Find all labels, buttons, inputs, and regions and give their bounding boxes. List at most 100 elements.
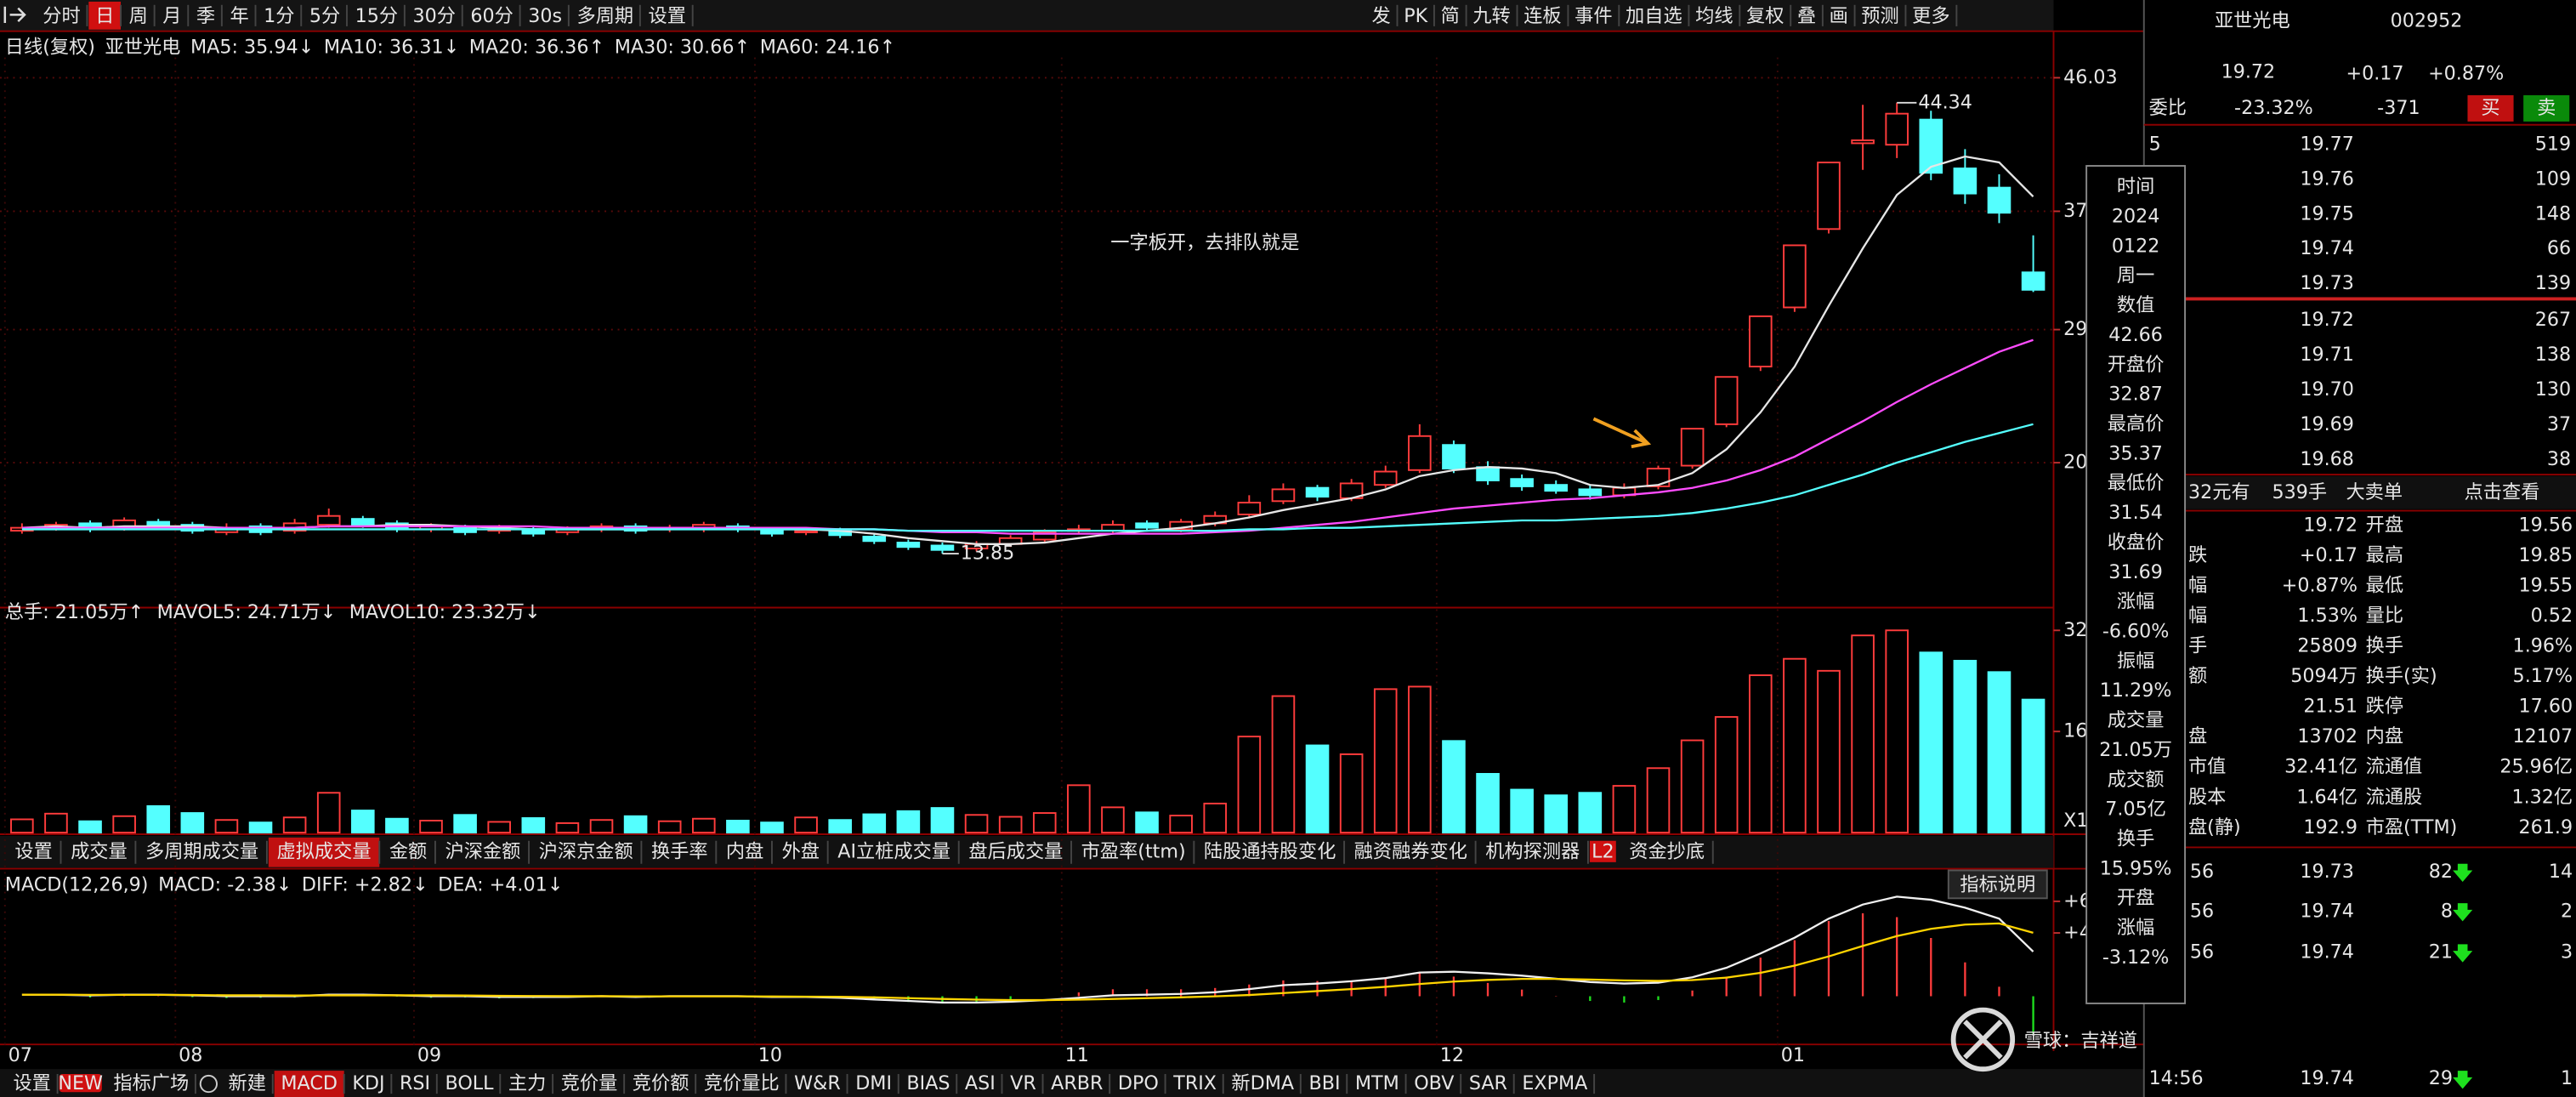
bottom-tab[interactable]: 主力 bbox=[508, 1072, 546, 1094]
toolbar-tab[interactable]: 设置 bbox=[649, 5, 686, 27]
bottom-tab[interactable]: 新建 bbox=[229, 1072, 266, 1094]
toolbar-tab[interactable]: 多周期 bbox=[577, 5, 634, 27]
toolbar-tool[interactable]: 叠 bbox=[1797, 5, 1816, 27]
toolbar-tab[interactable]: 15分 bbox=[355, 5, 398, 27]
bottom-tab[interactable]: 指标广场 bbox=[113, 1072, 189, 1094]
bottom-tab[interactable]: TRIX bbox=[1172, 1072, 1217, 1094]
toolbar-tab[interactable]: 30s bbox=[528, 5, 562, 27]
stat-value: 1.32亿 bbox=[2511, 786, 2573, 808]
toolbar-tool[interactable]: 简 bbox=[1441, 5, 1460, 27]
trade-price: 19.74 bbox=[2300, 1067, 2354, 1089]
trade-time: 56 bbox=[2190, 941, 2214, 963]
toolbar-tool[interactable]: 画 bbox=[1830, 5, 1848, 27]
big-order-kind: 大卖单 bbox=[2346, 481, 2403, 503]
toolbar-icon[interactable] bbox=[3, 6, 26, 24]
bottom-tab[interactable]: 新DMA bbox=[1231, 1072, 1294, 1094]
toolbar-tab[interactable]: 季 bbox=[196, 5, 215, 27]
candle-body bbox=[1032, 531, 1057, 541]
buy-button[interactable]: 买 bbox=[2481, 97, 2499, 119]
indicator-tab[interactable]: 市盈率(ttm) bbox=[1081, 841, 1186, 863]
toolbar-tab[interactable]: 周 bbox=[129, 5, 148, 27]
toolbar-tab[interactable]: 年 bbox=[230, 5, 249, 27]
toolbar-tool[interactable]: 均线 bbox=[1695, 5, 1733, 27]
toolbar-tab[interactable]: 5分 bbox=[309, 5, 340, 27]
bottom-tab[interactable]: BBI bbox=[1308, 1072, 1340, 1094]
indicator-tab[interactable]: 换手率 bbox=[651, 841, 708, 863]
stat-value: +0.87% bbox=[2282, 575, 2358, 597]
bottom-tab[interactable]: KDJ bbox=[352, 1072, 384, 1094]
toolbar-tool[interactable]: 连板 bbox=[1523, 5, 1561, 27]
toolbar-tool[interactable]: 更多 bbox=[1912, 5, 1949, 27]
toolbar-tab[interactable]: 月 bbox=[162, 5, 181, 27]
bottom-tab[interactable]: W&R bbox=[794, 1072, 841, 1094]
indicator-tab[interactable]: AI立桩成交量 bbox=[837, 841, 950, 863]
bottom-tab[interactable]: MTM bbox=[1355, 1072, 1399, 1094]
bottom-tab[interactable]: DMI bbox=[855, 1072, 892, 1094]
bottom-tab[interactable]: ASI bbox=[965, 1072, 996, 1094]
bottom-tab[interactable]: SAR bbox=[1469, 1072, 1507, 1094]
indicator-tab[interactable]: 沪深京金额 bbox=[539, 841, 633, 863]
toolbar-tab[interactable]: 30分 bbox=[413, 5, 456, 27]
tooltip-item: 涨幅 bbox=[2117, 591, 2154, 613]
bottom-tab[interactable]: BIAS bbox=[906, 1072, 950, 1094]
indicator-tab[interactable]: 设置 bbox=[14, 841, 52, 863]
bottom-tab[interactable]: 竞价量比 bbox=[704, 1072, 780, 1094]
indicator-tab[interactable]: 金额 bbox=[389, 841, 427, 863]
toolbar-tab[interactable]: 日 bbox=[95, 5, 114, 27]
volume-bar bbox=[760, 821, 784, 834]
candle-body bbox=[1578, 488, 1603, 497]
toolbar-tab[interactable]: 分时 bbox=[43, 5, 80, 27]
bottom-tab[interactable]: OBV bbox=[1414, 1072, 1454, 1094]
candle-body bbox=[1373, 470, 1398, 486]
bottom-tab[interactable]: EXPMA bbox=[1522, 1072, 1587, 1094]
indicator-tab[interactable]: 机构探测器 bbox=[1485, 841, 1580, 863]
big-order-link[interactable]: 点击查看 bbox=[2465, 481, 2540, 503]
sell-button[interactable]: 卖 bbox=[2537, 97, 2556, 119]
bottom-tab[interactable]: BOLL bbox=[445, 1072, 494, 1094]
toolbar-tool[interactable]: 九转 bbox=[1472, 5, 1510, 27]
indicator-tab[interactable]: 外盘 bbox=[782, 841, 820, 863]
volume-bar bbox=[1408, 685, 1432, 834]
candle-body bbox=[1305, 486, 1330, 498]
toolbar-tab[interactable]: 60分 bbox=[470, 5, 513, 27]
unit-label: X1 bbox=[2063, 810, 2088, 832]
stat-value: 25809 bbox=[2297, 635, 2358, 657]
indicator-help[interactable]: 指标说明 bbox=[1960, 873, 2035, 895]
bottom-tab[interactable]: ARBR bbox=[1051, 1072, 1103, 1094]
bottom-tab[interactable]: 竞价量 bbox=[561, 1072, 618, 1094]
indicator-tab[interactable]: 内盘 bbox=[726, 841, 763, 863]
toolbar-tool[interactable]: 事件 bbox=[1575, 5, 1612, 27]
toolbar-tab[interactable]: 1分 bbox=[264, 5, 294, 27]
tooltip-item: 2024 bbox=[2112, 206, 2160, 228]
candle-body bbox=[1544, 484, 1569, 492]
bottom-tab[interactable]: DPO bbox=[1118, 1072, 1159, 1094]
ma-legend: MA5: 35.94↓ bbox=[190, 37, 314, 59]
toolbar-tool[interactable]: 预测 bbox=[1861, 5, 1898, 27]
toolbar-tool[interactable]: 发 bbox=[1372, 5, 1391, 27]
indicator-tab[interactable]: 沪深金额 bbox=[445, 841, 521, 863]
volume-bar bbox=[1510, 788, 1534, 834]
annotation: 一字板开，去排队就是 bbox=[1110, 231, 1299, 253]
indicator-tab[interactable]: 成交量 bbox=[71, 841, 128, 863]
watermark-logo bbox=[1950, 1007, 2016, 1072]
bottom-tab[interactable]: 设置 bbox=[13, 1072, 50, 1094]
buy-btn-bg[interactable] bbox=[2467, 95, 2514, 122]
stat-label: 市盈(TTM) bbox=[2366, 816, 2458, 838]
indicator-tab[interactable]: 虚拟成交量 bbox=[277, 841, 372, 863]
button-bg[interactable] bbox=[1947, 869, 2048, 900]
sell-btn-bg[interactable] bbox=[2523, 95, 2570, 122]
indicator-tab[interactable]: 陆股通持股变化 bbox=[1204, 841, 1336, 863]
indicator-tab[interactable]: 融资融券变化 bbox=[1354, 841, 1467, 863]
stat-label: 最低 bbox=[2366, 575, 2403, 597]
indicator-tab[interactable]: 资金抄底 bbox=[1629, 841, 1705, 863]
toolbar-tool[interactable]: 加自选 bbox=[1626, 5, 1682, 27]
toolbar-tool[interactable]: 复权 bbox=[1746, 5, 1784, 27]
bottom-tab[interactable]: 竞价额 bbox=[633, 1072, 689, 1094]
bottom-tab[interactable]: MACD bbox=[281, 1072, 338, 1094]
volume-bar bbox=[691, 817, 716, 834]
bottom-tab[interactable]: RSI bbox=[400, 1072, 430, 1094]
indicator-tab[interactable]: 多周期成交量 bbox=[145, 841, 258, 863]
bottom-tab[interactable]: VR bbox=[1010, 1072, 1036, 1094]
indicator-tab[interactable]: 盘后成交量 bbox=[968, 841, 1063, 863]
toolbar-tool[interactable]: PK bbox=[1404, 5, 1428, 27]
